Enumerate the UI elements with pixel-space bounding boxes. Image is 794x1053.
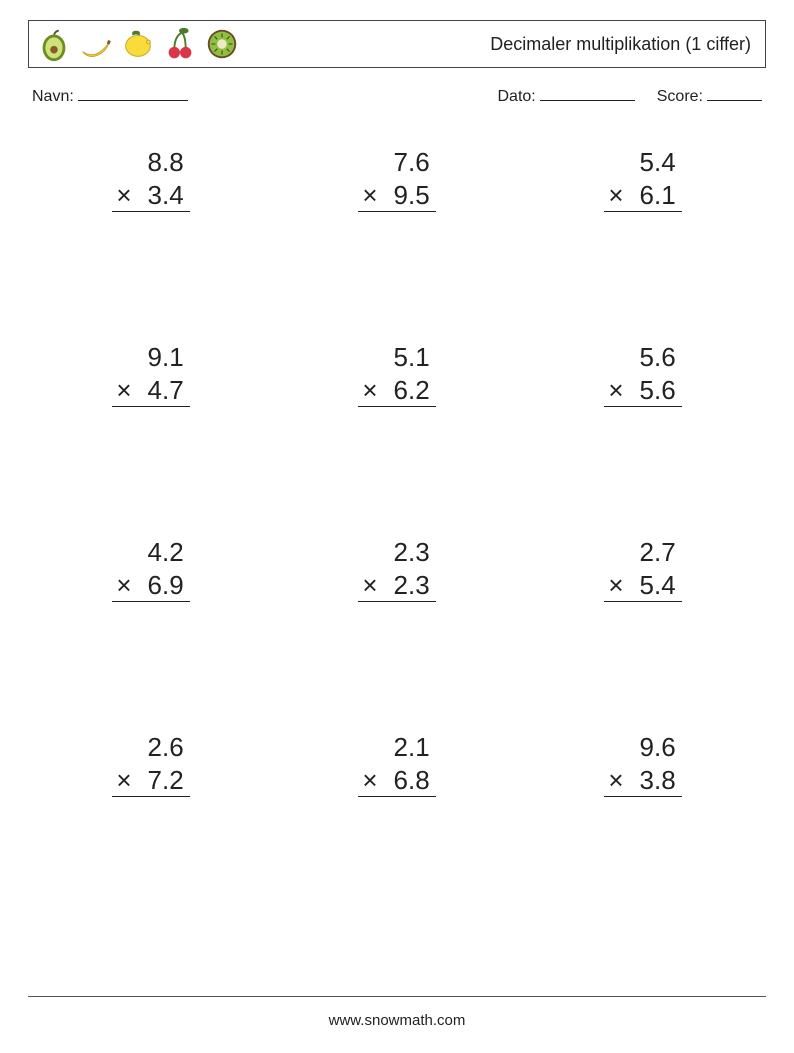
operand-b-row: ×6.1 [604,179,681,213]
operand-a: 5.1 [358,341,435,374]
date-blank[interactable] [540,86,635,101]
operand-b: 3.4 [148,180,184,210]
operand-b-row: ×6.2 [358,374,435,408]
operand-b: 9.5 [394,180,430,210]
date-label: Dato: [498,88,536,106]
problem-cell: 4.2×6.9 [28,530,274,725]
operand-b: 6.1 [640,180,676,210]
avocado-icon [35,25,73,63]
operand-b: 6.9 [148,570,184,600]
problem-cell: 2.7×5.4 [520,530,766,725]
operand-a: 7.6 [358,146,435,179]
operator: × [112,374,147,407]
operand-a: 5.4 [604,146,681,179]
score-blank[interactable] [707,86,762,101]
problem-cell: 2.3×2.3 [274,530,520,725]
operand-a: 5.6 [604,341,681,374]
header-box: Decimaler multiplikation (1 ciffer) [28,20,766,68]
problem-cell: 9.1×4.7 [28,335,274,530]
operand-b: 6.2 [394,375,430,405]
operator: × [604,764,639,797]
footer-divider [28,996,766,997]
problem-cell: 9.6×3.8 [520,725,766,920]
problem-cell: 5.4×6.1 [520,140,766,335]
operator: × [112,764,147,797]
operand-a: 2.7 [604,536,681,569]
operator: × [604,569,639,602]
operand-a: 9.6 [604,731,681,764]
operand-b-row: ×9.5 [358,179,435,213]
problem-cell: 2.1×6.8 [274,725,520,920]
operand-b: 2.3 [394,570,430,600]
operand-a: 4.2 [112,536,189,569]
operand-b-row: ×2.3 [358,569,435,603]
operand-b-row: ×6.9 [112,569,189,603]
problem-cell: 7.6×9.5 [274,140,520,335]
operand-b: 6.8 [394,765,430,795]
operand-b-row: ×4.7 [112,374,189,408]
cherry-icon [161,25,199,63]
operand-a: 8.8 [112,146,189,179]
operand-b-row: ×6.8 [358,764,435,798]
operand-b-row: ×5.6 [604,374,681,408]
lemon-icon [119,25,157,63]
operand-b-row: ×5.4 [604,569,681,603]
operand-b: 4.7 [148,375,184,405]
operand-a: 2.1 [358,731,435,764]
operator: × [604,179,639,212]
fruit-row [35,25,241,63]
score-label: Score: [657,88,703,106]
operand-a: 2.6 [112,731,189,764]
kiwi-icon [203,25,241,63]
operand-b-row: ×3.8 [604,764,681,798]
problem-grid: 8.8×3.47.6×9.55.4×6.19.1×4.75.1×6.25.6×5… [28,140,766,920]
operator: × [358,374,393,407]
operand-a: 9.1 [112,341,189,374]
problem-cell: 2.6×7.2 [28,725,274,920]
operator: × [112,569,147,602]
operand-b-row: ×7.2 [112,764,189,798]
operand-b: 3.8 [640,765,676,795]
operator: × [112,179,147,212]
operand-b-row: ×3.4 [112,179,189,213]
name-label: Navn: [32,88,74,106]
operand-b: 5.6 [640,375,676,405]
info-row: Navn: Dato: Score: [28,86,766,106]
banana-icon [77,25,115,63]
problem-cell: 5.1×6.2 [274,335,520,530]
operand-a: 2.3 [358,536,435,569]
operator: × [358,569,393,602]
name-blank[interactable] [78,86,188,101]
operator: × [358,179,393,212]
operator: × [604,374,639,407]
worksheet-title: Decimaler multiplikation (1 ciffer) [490,34,751,55]
operator: × [358,764,393,797]
operand-b: 5.4 [640,570,676,600]
problem-cell: 5.6×5.6 [520,335,766,530]
footer-text: www.snowmath.com [0,1012,794,1029]
operand-b: 7.2 [148,765,184,795]
problem-cell: 8.8×3.4 [28,140,274,335]
